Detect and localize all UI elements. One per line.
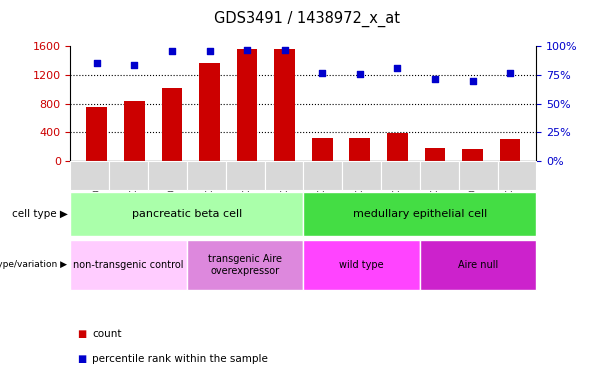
Point (167, 48, 177, 54)
Point (505, 70, 515, 76)
Bar (387, 133, 408, 161)
Text: medullary epithelial cell: medullary epithelial cell (352, 209, 487, 219)
Point (242, 46, 252, 53)
Bar (312, 137, 333, 161)
Text: ■: ■ (77, 354, 86, 364)
Text: transgenic Aire
overexpressor: transgenic Aire overexpressor (208, 254, 282, 276)
Text: GDS3491 / 1438972_x_at: GDS3491 / 1438972_x_at (213, 11, 400, 27)
Bar (199, 63, 220, 161)
Bar (500, 139, 520, 161)
Bar (349, 138, 370, 161)
Point (92, 60, 102, 66)
Point (129, 61, 139, 68)
Text: wild type: wild type (340, 260, 384, 270)
Bar (124, 101, 145, 161)
Text: cell type ▶: cell type ▶ (12, 209, 67, 219)
Point (430, 76, 440, 83)
Point (280, 46, 289, 53)
Bar (86, 107, 107, 161)
Text: count: count (92, 329, 121, 339)
Text: Aire null: Aire null (458, 260, 498, 270)
Point (205, 48, 215, 54)
Text: non-transgenic control: non-transgenic control (74, 260, 184, 270)
Point (355, 71, 365, 77)
Point (318, 70, 327, 76)
Text: pancreatic beta cell: pancreatic beta cell (132, 209, 242, 219)
Bar (275, 49, 295, 161)
Bar (425, 147, 445, 161)
Point (392, 65, 402, 71)
Text: genotype/variation ▶: genotype/variation ▶ (0, 260, 67, 270)
Point (468, 78, 478, 84)
Bar (462, 149, 483, 161)
Text: ■: ■ (77, 329, 86, 339)
Text: percentile rank within the sample: percentile rank within the sample (92, 354, 268, 364)
Bar (237, 49, 257, 161)
Bar (162, 88, 182, 161)
